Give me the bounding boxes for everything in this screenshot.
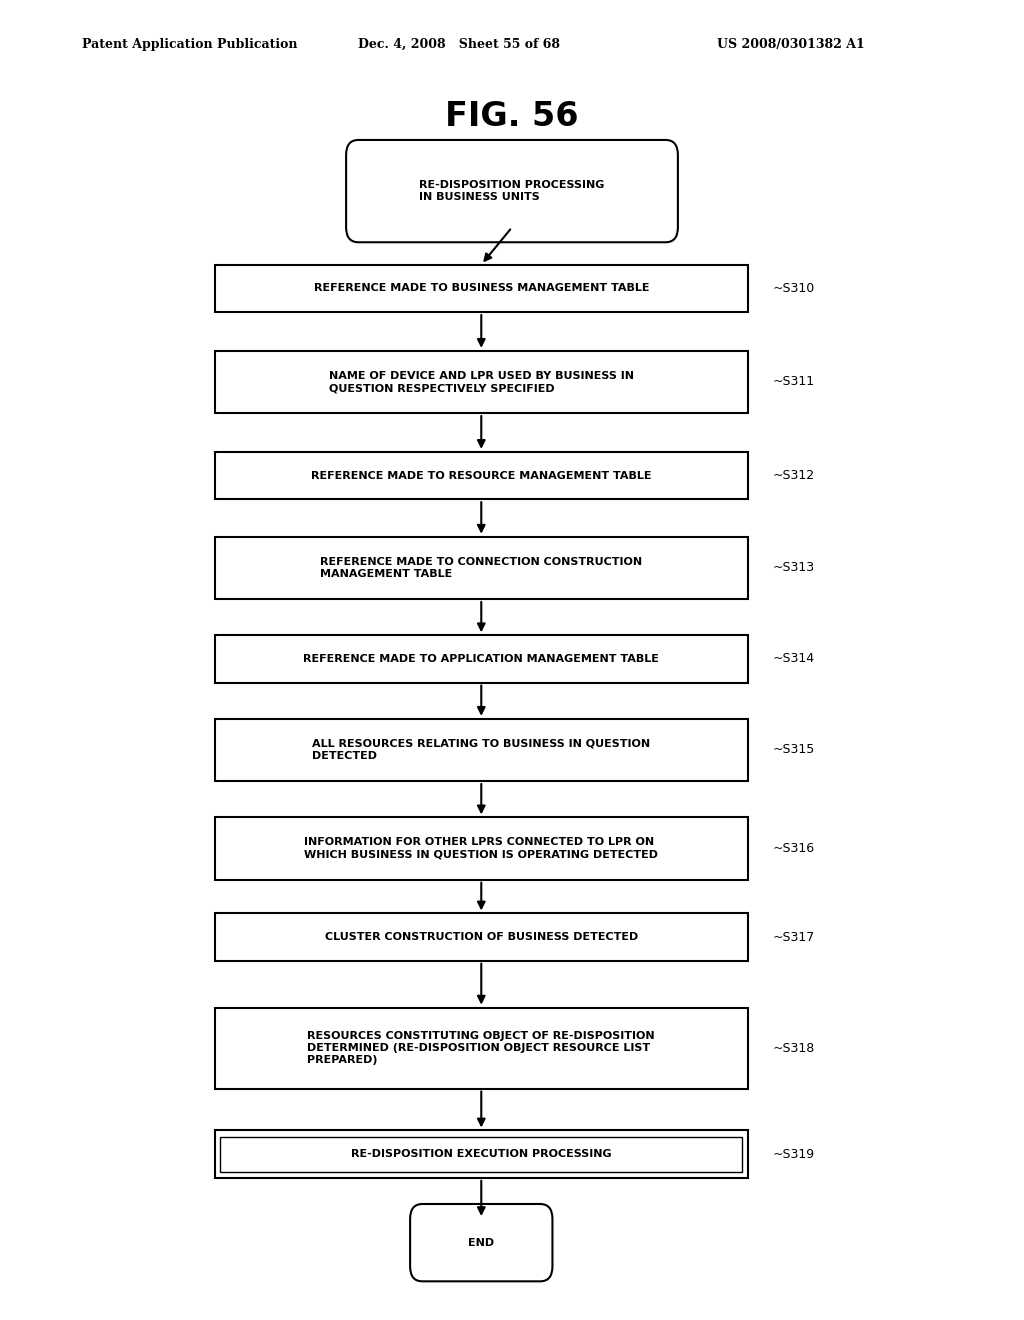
FancyBboxPatch shape bbox=[410, 1204, 553, 1282]
Text: RE-DISPOSITION EXECUTION PROCESSING: RE-DISPOSITION EXECUTION PROCESSING bbox=[351, 1150, 611, 1159]
Bar bbox=[215, 1130, 748, 1177]
Text: ~S318: ~S318 bbox=[773, 1041, 815, 1055]
Text: CLUSTER CONSTRUCTION OF BUSINESS DETECTED: CLUSTER CONSTRUCTION OF BUSINESS DETECTE… bbox=[325, 932, 638, 942]
Text: ~S314: ~S314 bbox=[773, 652, 815, 665]
Text: FIG. 56: FIG. 56 bbox=[445, 100, 579, 133]
Text: NAME OF DEVICE AND LPR USED BY BUSINESS IN
QUESTION RESPECTIVELY SPECIFIED: NAME OF DEVICE AND LPR USED BY BUSINESS … bbox=[329, 371, 634, 393]
Bar bbox=[215, 265, 748, 312]
Text: ~S312: ~S312 bbox=[773, 469, 815, 482]
Text: RESOURCES CONSTITUTING OBJECT OF RE-DISPOSITION
DETERMINED (RE-DISPOSITION OBJEC: RESOURCES CONSTITUTING OBJECT OF RE-DISP… bbox=[307, 1031, 655, 1065]
Bar bbox=[215, 351, 748, 413]
Bar bbox=[215, 1007, 748, 1089]
Text: REFERENCE MADE TO CONNECTION CONSTRUCTION
MANAGEMENT TABLE: REFERENCE MADE TO CONNECTION CONSTRUCTIO… bbox=[321, 557, 642, 579]
Text: Dec. 4, 2008   Sheet 55 of 68: Dec. 4, 2008 Sheet 55 of 68 bbox=[358, 37, 560, 50]
Text: US 2008/0301382 A1: US 2008/0301382 A1 bbox=[717, 37, 864, 50]
Text: REFERENCE MADE TO APPLICATION MANAGEMENT TABLE: REFERENCE MADE TO APPLICATION MANAGEMENT… bbox=[303, 653, 659, 664]
Text: Patent Application Publication: Patent Application Publication bbox=[82, 37, 297, 50]
Text: REFERENCE MADE TO BUSINESS MANAGEMENT TABLE: REFERENCE MADE TO BUSINESS MANAGEMENT TA… bbox=[313, 284, 649, 293]
FancyBboxPatch shape bbox=[346, 140, 678, 243]
Bar bbox=[215, 537, 748, 599]
Text: INFORMATION FOR OTHER LPRS CONNECTED TO LPR ON
WHICH BUSINESS IN QUESTION IS OPE: INFORMATION FOR OTHER LPRS CONNECTED TO … bbox=[304, 837, 658, 859]
Text: RE-DISPOSITION PROCESSING
IN BUSINESS UNITS: RE-DISPOSITION PROCESSING IN BUSINESS UN… bbox=[419, 180, 605, 202]
Bar bbox=[215, 817, 748, 879]
Text: END: END bbox=[468, 1238, 495, 1247]
Text: ~S311: ~S311 bbox=[773, 375, 815, 388]
Text: ~S313: ~S313 bbox=[773, 561, 815, 574]
Text: ~S319: ~S319 bbox=[773, 1147, 815, 1160]
Bar bbox=[220, 1137, 742, 1172]
Text: ~S315: ~S315 bbox=[773, 743, 815, 756]
Text: ALL RESOURCES RELATING TO BUSINESS IN QUESTION
DETECTED: ALL RESOURCES RELATING TO BUSINESS IN QU… bbox=[312, 739, 650, 762]
Bar bbox=[215, 451, 748, 499]
Bar bbox=[215, 635, 748, 682]
Text: ~S316: ~S316 bbox=[773, 842, 815, 855]
Text: REFERENCE MADE TO RESOURCE MANAGEMENT TABLE: REFERENCE MADE TO RESOURCE MANAGEMENT TA… bbox=[311, 470, 651, 480]
Text: ~S317: ~S317 bbox=[773, 931, 815, 944]
Text: ~S310: ~S310 bbox=[773, 282, 815, 294]
Bar bbox=[215, 913, 748, 961]
Bar bbox=[215, 719, 748, 781]
